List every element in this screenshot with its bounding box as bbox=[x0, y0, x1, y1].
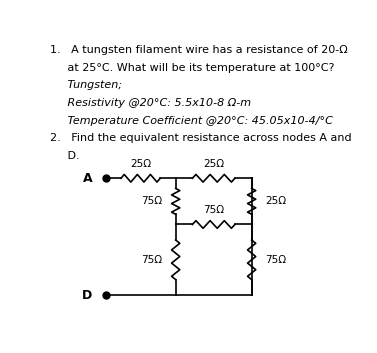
Text: Resistivity @20°C: 5.5x10-8 Ω-m: Resistivity @20°C: 5.5x10-8 Ω-m bbox=[50, 98, 251, 108]
Text: 75Ω: 75Ω bbox=[141, 255, 162, 265]
Text: D.: D. bbox=[50, 151, 80, 161]
Text: 75Ω: 75Ω bbox=[141, 196, 162, 207]
Text: 75Ω: 75Ω bbox=[203, 205, 224, 215]
Text: at 25°C. What will be its temperature at 100°C?: at 25°C. What will be its temperature at… bbox=[50, 63, 334, 73]
Text: Temperature Coefficient @20°C: 45.05x10-4/°C: Temperature Coefficient @20°C: 45.05x10-… bbox=[50, 116, 333, 126]
Text: 1.   A tungsten filament wire has a resistance of 20-Ω: 1. A tungsten filament wire has a resist… bbox=[50, 45, 348, 55]
Text: A: A bbox=[83, 172, 92, 185]
Text: 25Ω: 25Ω bbox=[130, 159, 151, 169]
Text: 2.   Find the equivalent resistance across nodes A and: 2. Find the equivalent resistance across… bbox=[50, 133, 352, 143]
Text: D: D bbox=[82, 289, 92, 302]
Text: Tungsten;: Tungsten; bbox=[50, 80, 122, 90]
Text: 25Ω: 25Ω bbox=[265, 196, 286, 207]
Text: 75Ω: 75Ω bbox=[265, 255, 286, 265]
Text: 25Ω: 25Ω bbox=[203, 159, 224, 169]
